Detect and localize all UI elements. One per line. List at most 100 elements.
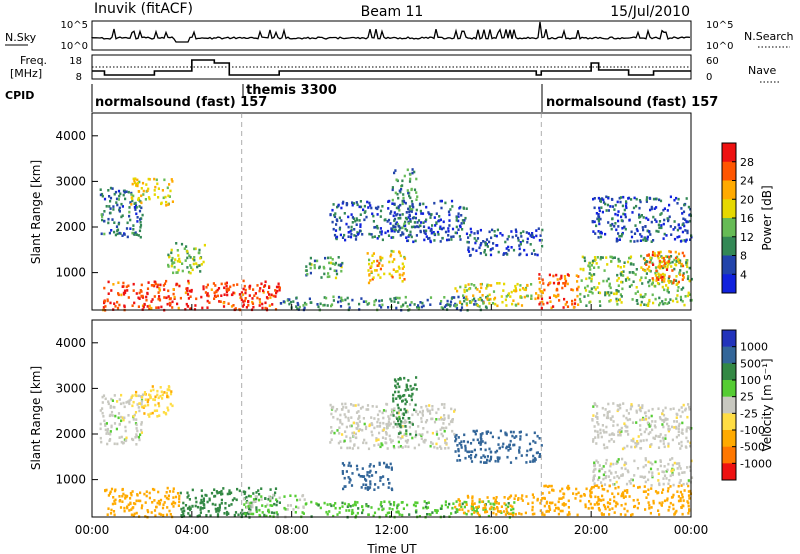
heatmap-cell <box>134 208 137 211</box>
heatmap-cell <box>252 305 255 309</box>
heatmap-cell <box>419 230 422 234</box>
heatmap-cell <box>673 461 676 465</box>
heatmap-cell <box>398 273 401 277</box>
heatmap-cell <box>110 487 114 491</box>
heatmap-cell <box>253 294 256 297</box>
heatmap-cell <box>409 303 412 307</box>
heatmap-cell <box>686 231 689 235</box>
heatmap-cell <box>130 508 133 511</box>
heatmap-cell <box>440 426 444 430</box>
heatmap-cell <box>633 232 637 235</box>
heatmap-cell <box>367 447 371 451</box>
heatmap-cell <box>217 491 220 494</box>
heatmap-cell <box>410 388 413 391</box>
heatmap-cell <box>688 408 691 411</box>
heatmap-cell <box>483 249 486 252</box>
heatmap-cell <box>103 197 107 201</box>
heatmap-cell <box>394 191 397 195</box>
heatmap-cell <box>620 494 623 498</box>
heatmap-cell <box>313 266 316 270</box>
heatmap-cell <box>684 295 687 298</box>
freq-frame <box>91 54 692 80</box>
heatmap-cell <box>338 426 341 429</box>
heatmap-cell <box>413 188 417 192</box>
heatmap-cell <box>608 513 611 516</box>
heatmap-cell <box>128 509 131 512</box>
heatmap-cell <box>127 190 130 194</box>
heatmap-cell <box>658 266 661 269</box>
heatmap-cell <box>626 489 629 492</box>
heatmap-cell <box>158 287 161 290</box>
heatmap-cell <box>531 493 534 496</box>
heatmap-cell <box>525 495 528 498</box>
heatmap-cell <box>510 508 513 512</box>
heatmap-cell <box>687 501 690 505</box>
heatmap-cell <box>143 412 146 415</box>
heatmap-cell <box>268 293 271 296</box>
heatmap-cell <box>325 510 328 514</box>
heatmap-cell <box>385 513 388 517</box>
heatmap-cell <box>414 403 417 407</box>
heatmap-cell <box>417 225 420 229</box>
heatmap-cell <box>453 410 456 413</box>
heatmap-cell <box>248 503 251 507</box>
heatmap-cell <box>518 244 521 247</box>
heatmap-cell <box>297 506 300 510</box>
heatmap-cell <box>657 223 660 227</box>
heatmap-cell <box>645 272 648 275</box>
heatmap-cell <box>422 202 425 206</box>
heatmap-cell <box>295 505 298 509</box>
heatmap-cell <box>331 220 334 224</box>
heatmap-cell <box>380 230 383 233</box>
heatmap-cell <box>116 203 119 207</box>
heatmap-cell <box>680 431 683 434</box>
heatmap-cell <box>604 202 607 206</box>
heatmap-cell <box>646 254 649 257</box>
heatmap-cell <box>417 308 420 311</box>
heatmap-cell <box>140 290 143 293</box>
heatmap-cell <box>566 282 569 286</box>
heatmap-cell <box>382 428 385 432</box>
heatmap-cell <box>510 246 513 249</box>
heatmap-cell <box>648 470 651 474</box>
heatmap-cell <box>201 501 204 504</box>
heatmap-cell <box>597 502 600 506</box>
heatmap-cell <box>548 484 551 488</box>
heatmap-cell <box>134 204 138 207</box>
heatmap-cell <box>244 297 247 300</box>
heatmap-cell <box>141 296 145 299</box>
heatmap-cell <box>370 430 373 434</box>
heatmap-cell <box>247 494 251 498</box>
heatmap-cell <box>243 284 246 288</box>
heatmap-cell <box>526 237 529 241</box>
heatmap-cell <box>592 440 595 443</box>
heatmap-cell <box>642 490 645 493</box>
heatmap-cell <box>434 224 437 227</box>
heatmap-cell <box>218 508 221 512</box>
heatmap-cell <box>404 220 407 224</box>
heatmap-cell <box>473 237 476 240</box>
heatmap-cell <box>566 273 569 276</box>
heatmap-cell <box>177 306 180 310</box>
heatmap-cell <box>476 288 479 291</box>
heatmap-cell <box>470 512 473 516</box>
heatmap-cell <box>638 199 642 202</box>
heatmap-cell <box>649 256 652 260</box>
heatmap-cell <box>141 181 145 185</box>
heatmap-cell <box>459 225 462 229</box>
heatmap-cell <box>457 454 461 457</box>
heatmap-cell <box>688 497 691 500</box>
heatmap-cell <box>140 201 143 205</box>
heatmap-cell <box>144 398 147 401</box>
heatmap-cell <box>632 499 635 502</box>
heatmap-cell <box>319 506 322 510</box>
heatmap-cell <box>561 509 564 513</box>
heatmap-cell <box>345 470 348 473</box>
heatmap-cell <box>628 271 631 274</box>
heatmap-cell <box>621 494 624 497</box>
heatmap-cell <box>680 444 683 448</box>
heatmap-cell <box>354 503 357 507</box>
heatmap-cell <box>620 215 623 219</box>
heatmap-cell <box>230 305 234 308</box>
